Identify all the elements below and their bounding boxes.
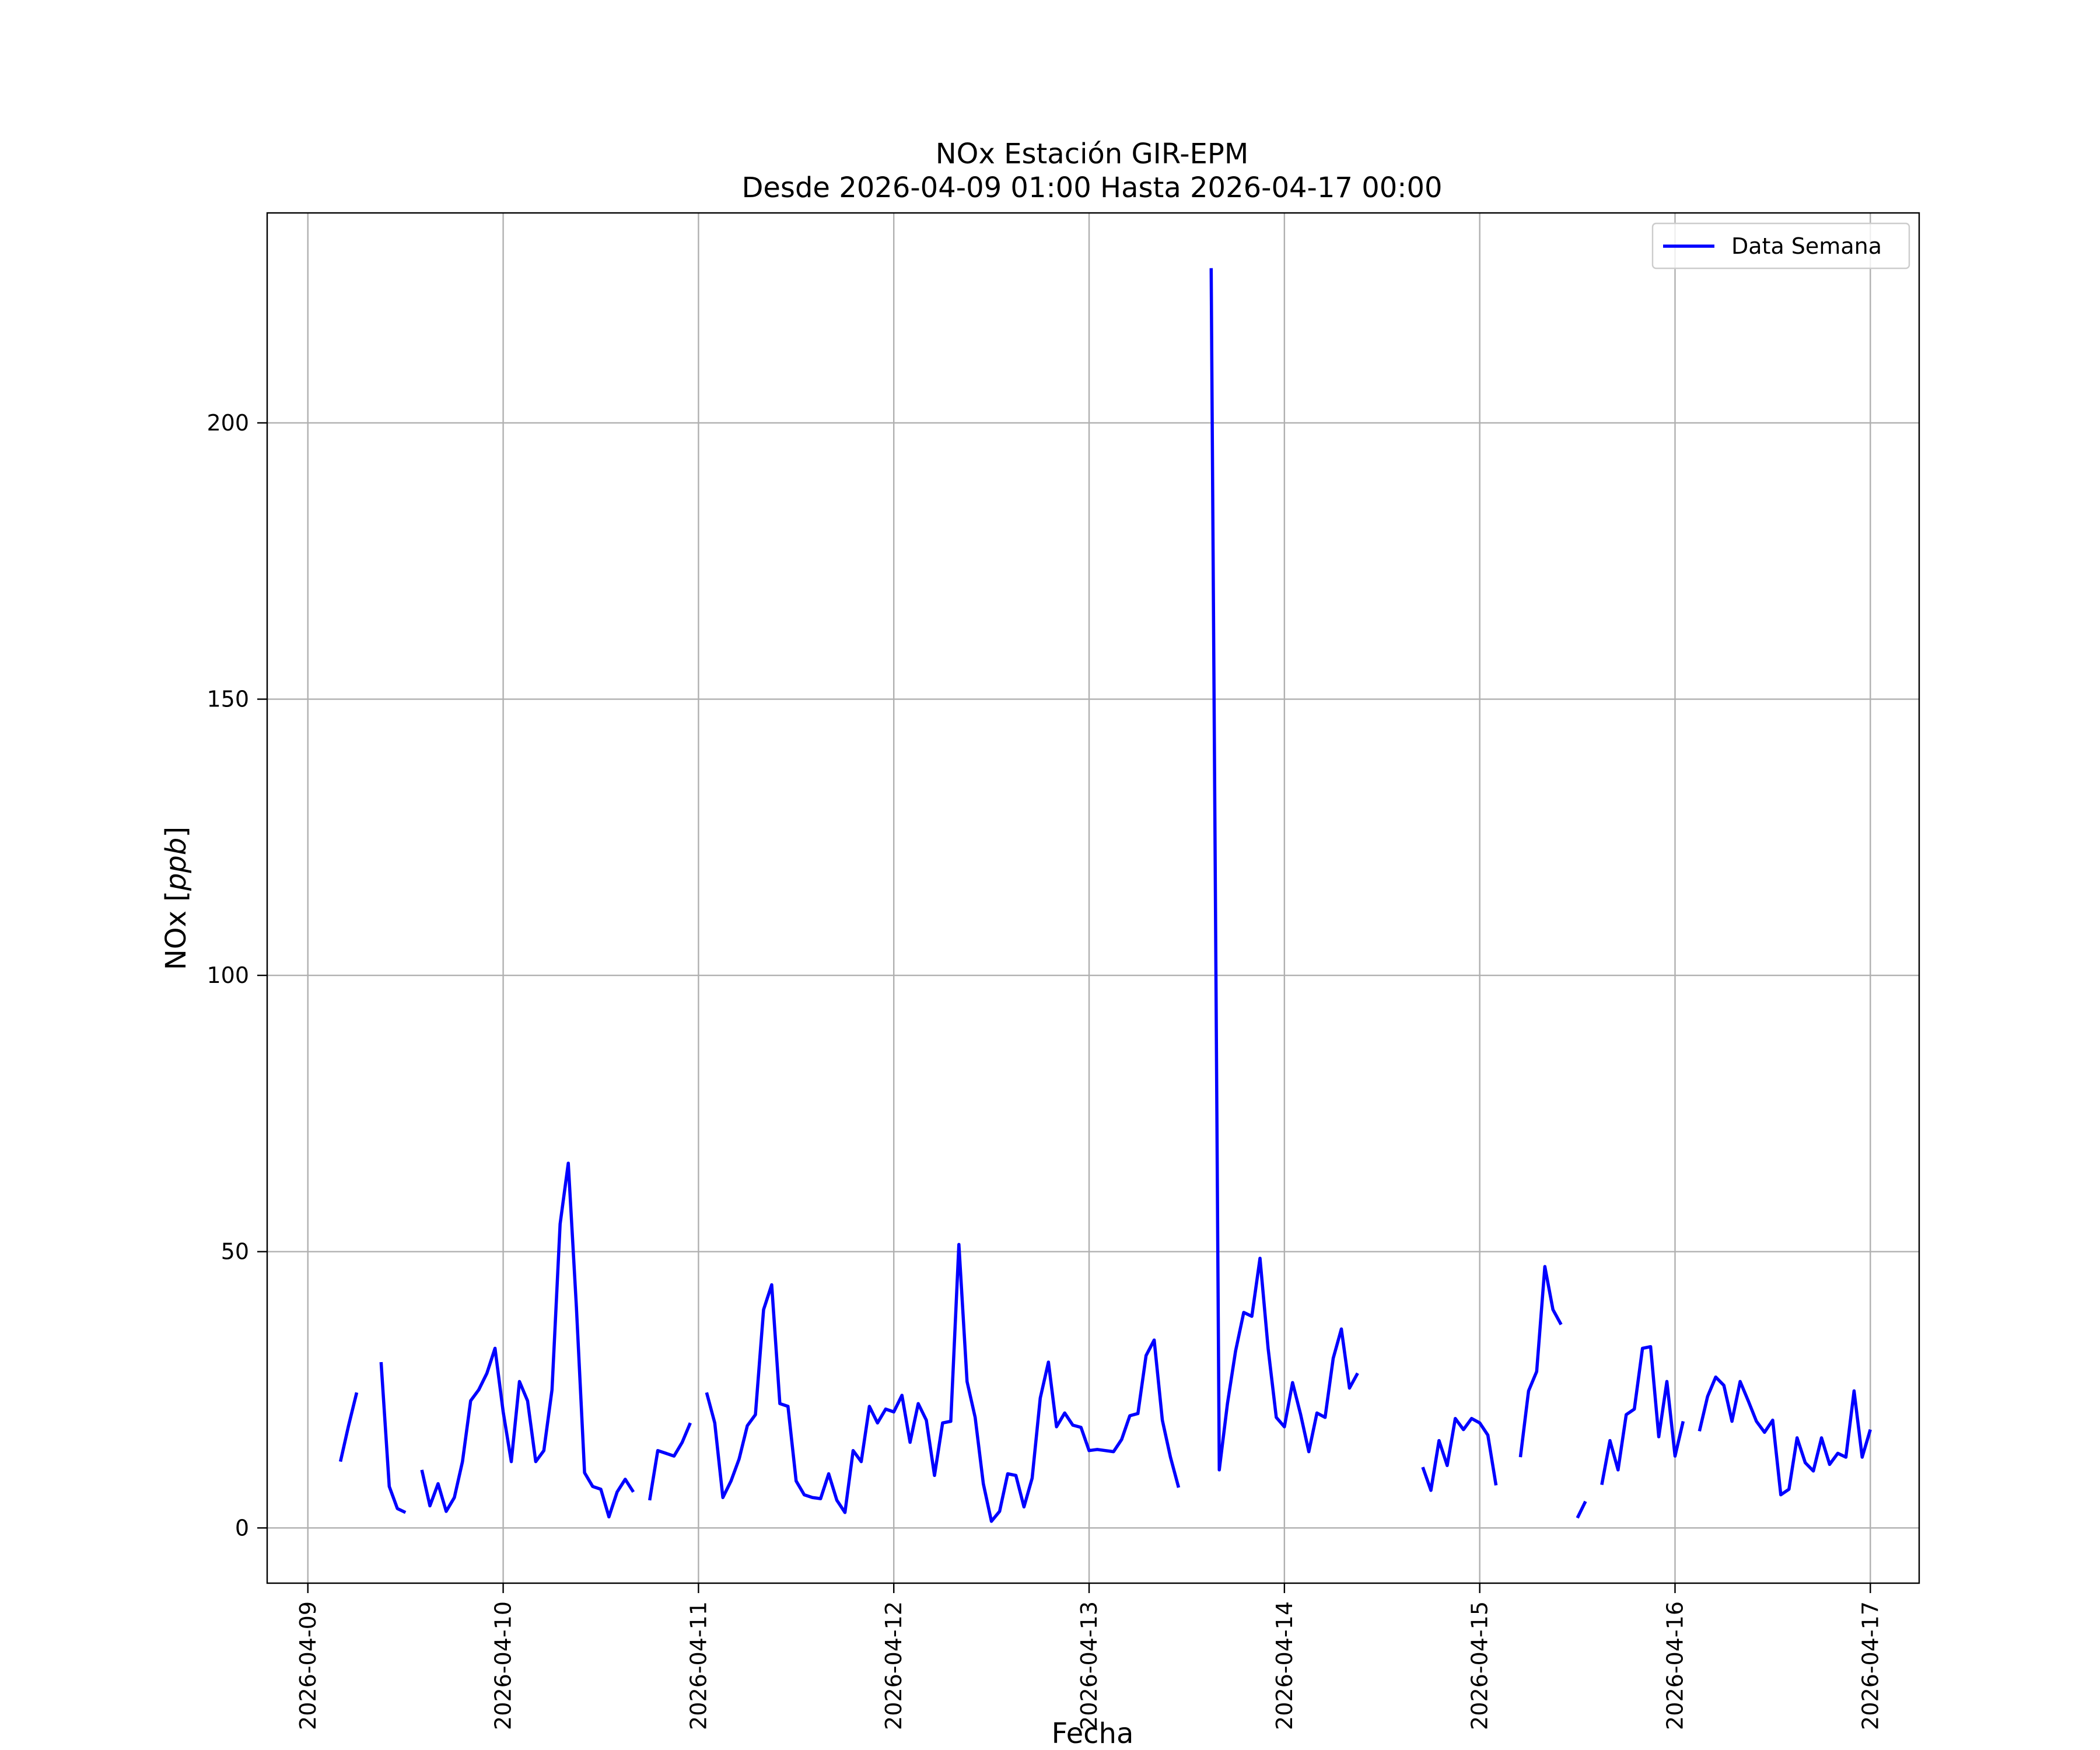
y-axis-label-bracket-close: ] <box>160 827 192 838</box>
series-line-segment <box>1518 1265 1563 1458</box>
x-tick-label: 2026-04-17 <box>1857 1601 1883 1730</box>
x-tick-label: 2026-04-11 <box>685 1601 711 1730</box>
legend-entry-label: Data Semana <box>1731 233 1882 259</box>
series-line-segment <box>705 1242 1181 1523</box>
series-line-segment <box>338 1392 359 1462</box>
tick-layer: 2026-04-09 2026-04-10 2026-04-11 2026-04-12… <box>206 410 1883 1730</box>
x-tick-label: 2026-04-16 <box>1662 1601 1688 1730</box>
plot-area <box>267 213 1919 1583</box>
series-line-segment <box>1421 1416 1498 1492</box>
y-axis-label: NOx [ppb] <box>160 827 192 970</box>
series-line-segment <box>379 1362 407 1514</box>
series-line-segment <box>1698 1375 1872 1497</box>
x-tick-label: 2026-04-14 <box>1272 1601 1297 1730</box>
y-axis-label-name: NOx <box>160 911 192 970</box>
x-tick-label: 2026-04-15 <box>1467 1601 1493 1730</box>
legend: Data Semana <box>1651 222 1910 270</box>
x-tick-label: 2026-04-13 <box>1076 1601 1102 1730</box>
series-line-segment <box>1209 268 1359 1472</box>
grid-layer <box>267 213 1919 1583</box>
y-tick-label: 100 <box>206 963 249 988</box>
series-layer <box>338 268 1872 1523</box>
y-axis-label-unit: ppb <box>160 838 192 891</box>
y-tick-label: 0 <box>235 1515 249 1541</box>
y-tick-label: 150 <box>206 687 249 712</box>
x-tick-label: 2026-04-09 <box>295 1601 321 1730</box>
series-line-segment <box>420 1161 635 1519</box>
plot-frame <box>266 212 1920 1584</box>
legend-box <box>1651 222 1910 270</box>
chart-title: NOx Estación GIR-EPM <box>936 138 1248 170</box>
series-line-segment <box>1600 1345 1685 1485</box>
x-axis-label: Fecha <box>1052 1717 1134 1750</box>
y-axis-label-bracket-open: [ <box>160 891 192 911</box>
series-line-segment <box>1576 1500 1587 1519</box>
series-line-segment <box>648 1422 692 1501</box>
x-tick-label: 2026-04-12 <box>881 1601 907 1730</box>
chart-subtitle: Desde 2026-04-09 01:00 Hasta 2026-04-17 … <box>741 172 1442 204</box>
y-tick-label: 50 <box>221 1239 249 1265</box>
x-tick-label: 2026-04-10 <box>491 1601 516 1730</box>
y-tick-label: 200 <box>206 410 249 436</box>
